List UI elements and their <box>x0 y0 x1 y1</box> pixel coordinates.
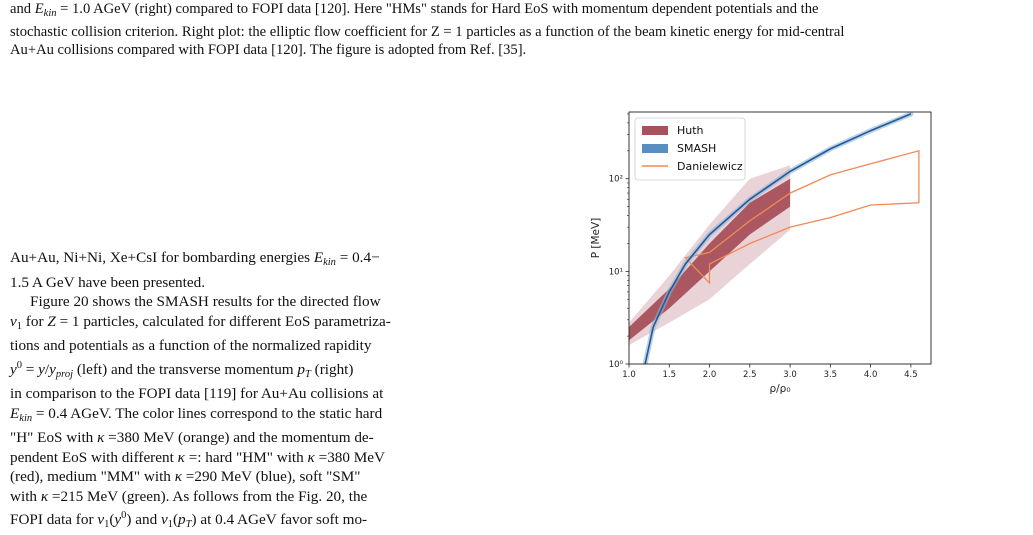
legend-swatch-huth <box>642 126 668 135</box>
x-tick-label: 4.0 <box>864 370 878 380</box>
x-axis-label: ρ/ρ₀ <box>769 383 790 395</box>
x-tick-label: 2.0 <box>703 370 717 380</box>
paragraph-2: Figure 20 shows the SMASH results for th… <box>10 293 391 530</box>
chart-svg: 1.0 1.5 2.0 2.5 3.0 3.5 4.0 4.5 10⁰ 10¹ 10² ρ/ρ₀ P… <box>590 111 932 395</box>
y-tick-label: 10² <box>609 175 623 185</box>
legend-swatch-smash <box>642 144 668 153</box>
plot-frame <box>628 111 932 365</box>
y-tick-label: 10¹ <box>609 267 623 277</box>
x-tick-label: 4.5 <box>904 370 918 380</box>
x-tick-label: 1.5 <box>663 370 677 380</box>
legend: Huth SMASH Danielewicz <box>634 117 746 181</box>
body-text-column: Au+Au, Ni+Ni, Xe+CsI for bombarding ener… <box>10 248 513 535</box>
pressure-density-figure: 1.0 1.5 2.0 2.5 3.0 3.5 4.0 4.5 10⁰ 10¹ 10² ρ/ρ₀ P… <box>583 104 953 401</box>
smash-curve <box>644 113 912 364</box>
x-tick-label: 1.0 <box>622 370 636 380</box>
caption-line-1: and Ekin = 1.0 AGeV (right) compared to … <box>10 1 819 19</box>
caption-line-2: stochastic collision criterion. Right pl… <box>10 24 845 40</box>
paragraph-1: Au+Au, Ni+Ni, Xe+CsI for bombarding ener… <box>10 249 380 291</box>
figure-caption: and Ekin = 1.0 AGeV (right) compared to … <box>10 0 1023 59</box>
x-tick-label: 3.0 <box>783 370 797 380</box>
x-tick-label: 3.5 <box>824 370 838 380</box>
legend-label: Huth <box>677 124 704 137</box>
x-tick-label: 2.5 <box>743 370 757 380</box>
huth-inner-band <box>629 178 791 341</box>
legend-label: Danielewicz <box>677 160 743 173</box>
danielewicz-constraint <box>684 149 920 285</box>
caption-line-3: Au+Au collisions compared with FOPI data… <box>10 42 527 58</box>
legend-label: SMASH <box>677 142 716 155</box>
y-tick-label: 10⁰ <box>609 360 624 370</box>
y-axis-label: P [MeV] <box>590 218 602 259</box>
